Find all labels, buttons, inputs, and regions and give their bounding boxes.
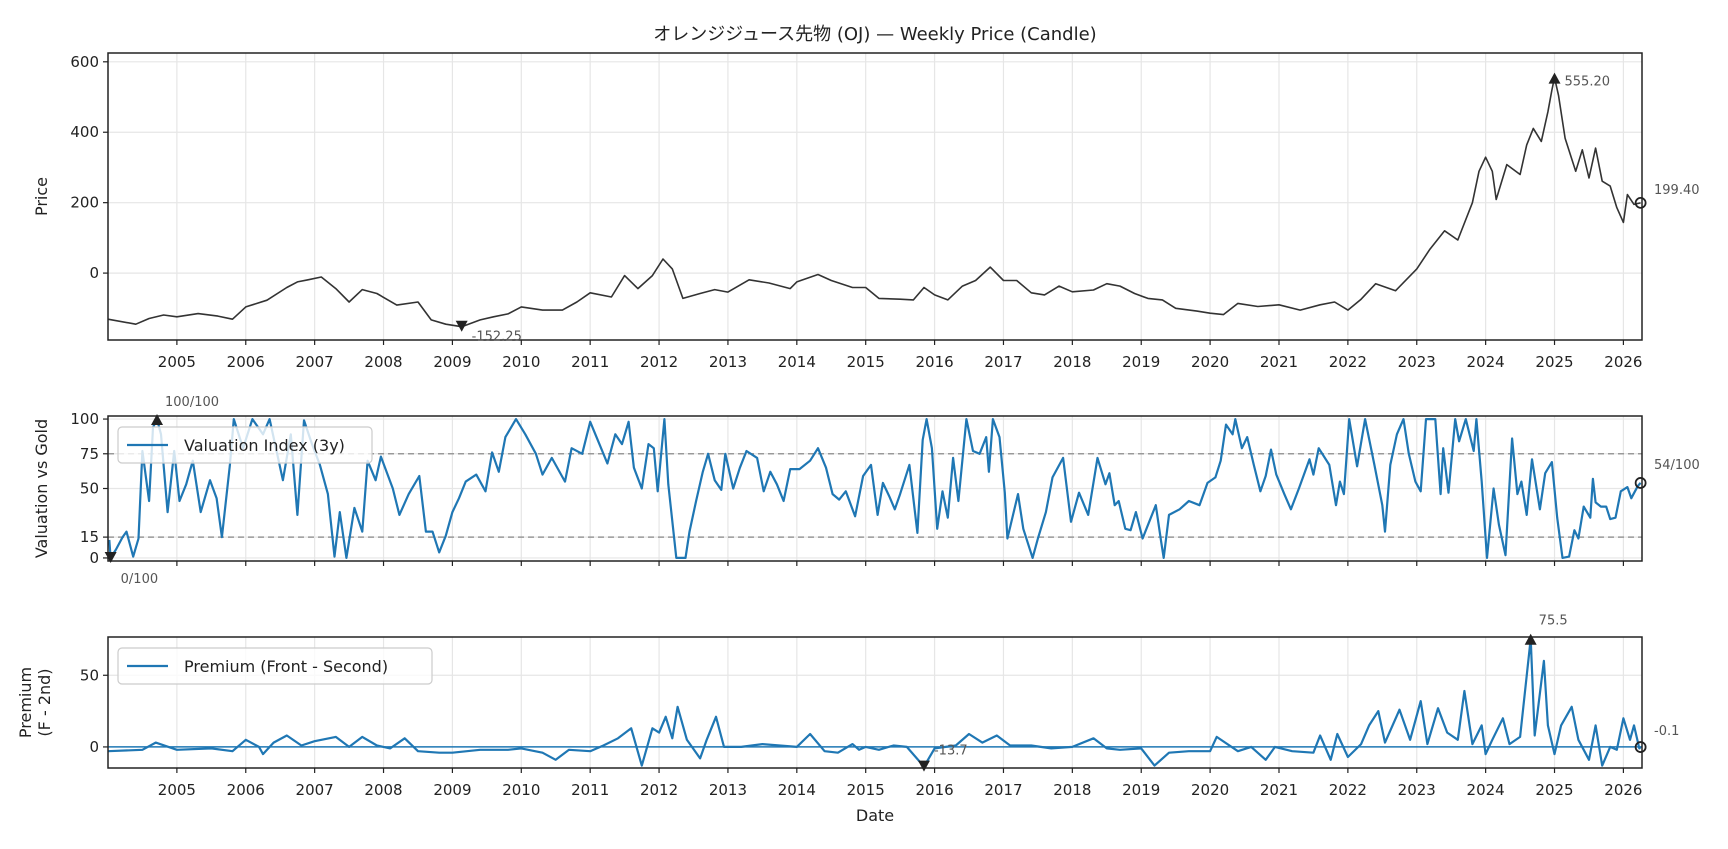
last-annotation: 54/100 xyxy=(1654,458,1700,473)
x-tick-label: 2011 xyxy=(571,353,609,371)
x-tick-label: 2007 xyxy=(296,781,334,799)
last-marker-icon xyxy=(1634,477,1647,489)
legend-box xyxy=(117,426,373,464)
min-marker-icon xyxy=(917,760,930,772)
min-annotation: 0/100 xyxy=(121,572,158,587)
x-tick-label: 2022 xyxy=(1329,353,1367,371)
x-tick-label: 2012 xyxy=(640,353,678,371)
y-axis-label: Premium xyxy=(16,667,35,738)
max-annotation: 100/100 xyxy=(165,395,219,410)
x-tick-label: 2021 xyxy=(1260,781,1298,799)
x-tick-label: 2016 xyxy=(915,353,953,371)
x-tick-label: 2012 xyxy=(640,781,678,799)
y-tick-label: 100 xyxy=(70,410,99,428)
x-tick-label: 2017 xyxy=(984,353,1022,371)
last-annotation: 199.40 xyxy=(1654,183,1700,198)
y-axis-label: Price xyxy=(32,177,51,216)
premium-panel: 0 50 2005 2006 2007 2008 2009 2010 2011 2012 2013 2… xyxy=(16,614,1679,825)
x-tick-label: 2018 xyxy=(1053,353,1091,371)
x-tick-label: 2013 xyxy=(709,353,747,371)
y-tick-label: 400 xyxy=(70,123,99,141)
x-tick-label: 2017 xyxy=(984,781,1022,799)
x-tick-label: 2016 xyxy=(915,781,953,799)
legend-box xyxy=(117,647,433,685)
valuation-panel: 0 15 50 75 100 Valuation vs Gold Valuation Ind… xyxy=(32,395,1700,587)
x-tick-label: 2023 xyxy=(1398,353,1436,371)
axes-frame xyxy=(107,636,1643,769)
min-marker-icon xyxy=(104,551,117,563)
x-tick-label: 2005 xyxy=(158,353,196,371)
chart-title: オレンジジュース先物 (OJ) — Weekly Price (Candle) xyxy=(653,24,1096,45)
y-tick-label: 15 xyxy=(80,528,99,546)
x-tick-label: 2026 xyxy=(1604,353,1642,371)
x-tick-label: 2022 xyxy=(1329,781,1367,799)
y-tick-label: 600 xyxy=(70,53,99,71)
y-tick-label: 0 xyxy=(89,549,99,567)
y-axis-label: (F - 2nd) xyxy=(35,668,54,736)
max-annotation: 75.5 xyxy=(1539,614,1568,629)
y-tick-label: 200 xyxy=(70,194,99,212)
x-tick-label: 2015 xyxy=(847,781,885,799)
x-tick-label: 2025 xyxy=(1535,353,1573,371)
price-panel: 0 200 400 600 2005 2006 2007 2008 2009 2010 2011 20… xyxy=(32,52,1700,371)
x-tick-label: 2020 xyxy=(1191,781,1229,799)
min-annotation: -13.7 xyxy=(934,744,968,759)
x-tick-label: 2014 xyxy=(778,353,816,371)
max-marker-icon xyxy=(1524,633,1537,645)
max-annotation: 555.20 xyxy=(1565,75,1611,90)
x-tick-label: 2019 xyxy=(1122,781,1160,799)
x-tick-label: 2009 xyxy=(433,353,471,371)
x-tick-label: 2013 xyxy=(709,781,747,799)
x-tick-label: 2015 xyxy=(847,353,885,371)
y-tick-label: 50 xyxy=(80,480,99,498)
x-tick-label: 2006 xyxy=(227,353,265,371)
max-marker-icon xyxy=(1548,72,1561,84)
max-marker-icon xyxy=(151,414,164,426)
series-line xyxy=(108,418,1642,560)
x-axis-label: Date xyxy=(856,806,894,825)
last-marker-icon xyxy=(1634,196,1647,209)
x-tick-label: 2020 xyxy=(1191,353,1229,371)
x-tick-label: 2023 xyxy=(1398,781,1436,799)
x-tick-label: 2009 xyxy=(433,781,471,799)
x-tick-label: 2007 xyxy=(296,353,334,371)
y-tick-label: 0 xyxy=(89,738,99,756)
y-axis-label: Valuation vs Gold xyxy=(32,419,51,558)
y-tick-label: 50 xyxy=(80,666,99,684)
x-tick-label: 2025 xyxy=(1535,781,1573,799)
min-annotation: -152.25 xyxy=(472,330,522,345)
x-tick-label: 2021 xyxy=(1260,353,1298,371)
last-annotation: -0.1 xyxy=(1654,724,1679,739)
last-marker-icon xyxy=(1634,741,1647,753)
series-line xyxy=(107,637,1642,768)
x-tick-label: 2010 xyxy=(502,353,540,371)
x-tick-label: 2024 xyxy=(1467,781,1505,799)
x-tick-label: 2008 xyxy=(364,781,402,799)
y-tick-label: 75 xyxy=(80,445,99,463)
x-tick-label: 2006 xyxy=(227,781,265,799)
min-marker-icon xyxy=(455,320,468,332)
x-tick-label: 2014 xyxy=(778,781,816,799)
y-tick-label: 0 xyxy=(89,264,99,282)
x-tick-label: 2008 xyxy=(364,353,402,371)
x-tick-label: 2010 xyxy=(502,781,540,799)
axes-frame xyxy=(107,52,1643,341)
x-tick-label: 2024 xyxy=(1467,353,1505,371)
annotation-bg xyxy=(1562,71,1615,88)
x-tick-label: 2018 xyxy=(1053,781,1091,799)
x-tick-label: 2026 xyxy=(1604,781,1642,799)
price-line xyxy=(107,76,1641,328)
legend-label: Valuation Index (3y) xyxy=(184,436,345,455)
legend-label: Premium (Front - Second) xyxy=(184,657,388,676)
x-tick-label: 2005 xyxy=(158,781,196,799)
x-tick-label: 2019 xyxy=(1122,353,1160,371)
x-tick-label: 2011 xyxy=(571,781,609,799)
